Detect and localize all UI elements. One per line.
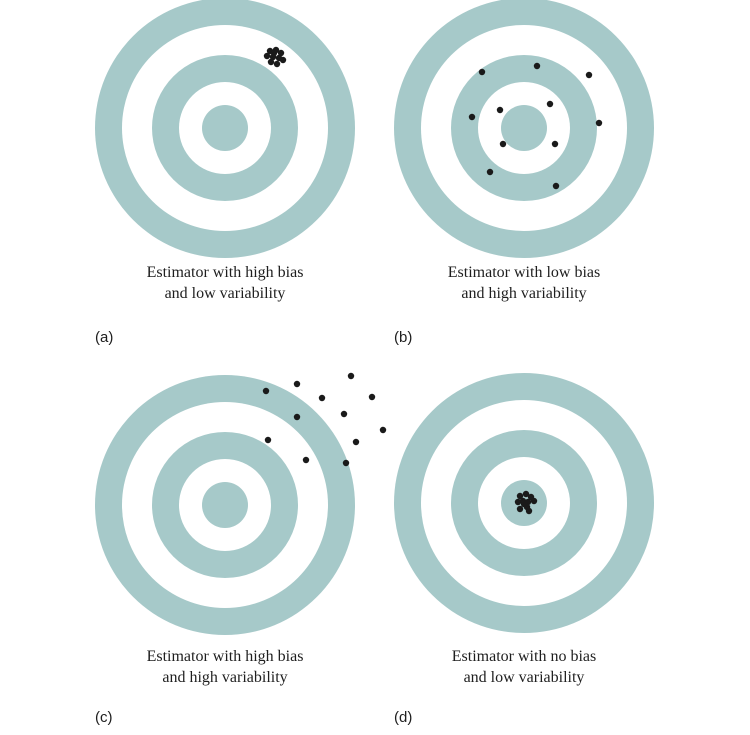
caption-a-line2: and low variability <box>165 285 286 302</box>
panel-label-d: (d) <box>394 709 412 726</box>
shot-dot <box>486 168 494 176</box>
bullseye <box>501 105 547 151</box>
target-b <box>394 0 654 258</box>
shot-dot <box>293 413 301 421</box>
target-c <box>95 375 355 635</box>
shot-dot <box>263 52 271 60</box>
shot-dot <box>522 490 530 498</box>
caption-c-line2: and high variability <box>162 669 287 686</box>
bullseye <box>202 105 248 151</box>
caption-b-line1: Estimator with low bias <box>448 264 600 281</box>
shot-dot <box>516 505 524 513</box>
shot-dot <box>552 182 560 190</box>
shot-dot <box>347 372 355 380</box>
shot-dot <box>520 500 528 508</box>
bullseye <box>202 482 248 528</box>
shot-dot <box>516 492 524 500</box>
shot-dot <box>264 436 272 444</box>
shot-dot <box>352 438 360 446</box>
shot-dot <box>546 100 554 108</box>
shots-d <box>514 490 538 515</box>
shot-dot <box>468 113 476 121</box>
panel-label-a: (a) <box>95 329 113 346</box>
shots-b <box>468 62 603 190</box>
panel-d: Estimator with no bias and low variabili… <box>394 373 654 726</box>
panel-label-b: (b) <box>394 329 412 346</box>
shot-dot <box>551 140 559 148</box>
shot-dot <box>379 426 387 434</box>
shot-dot <box>525 507 533 515</box>
shot-dot <box>302 456 310 464</box>
shot-dot <box>340 410 348 418</box>
shot-dot <box>279 56 287 64</box>
shots-c <box>262 372 387 467</box>
shot-dot <box>478 68 486 76</box>
shot-dot <box>514 498 522 506</box>
panel-a: Estimator with high bias and low variabi… <box>95 0 355 346</box>
caption-b-line2: and high variability <box>461 285 586 302</box>
shot-dot <box>270 49 278 57</box>
shot-dot <box>368 393 376 401</box>
shot-dot <box>499 140 507 148</box>
shot-dot <box>262 387 270 395</box>
shot-dot <box>273 60 281 68</box>
caption-d-line1: Estimator with no bias <box>452 648 596 665</box>
caption-c-line1: Estimator with high bias <box>147 648 304 665</box>
shots-a <box>263 46 287 68</box>
shot-dot <box>533 62 541 70</box>
shot-dot <box>342 459 350 467</box>
panel-label-c: (c) <box>95 709 113 726</box>
shot-dot <box>267 58 275 66</box>
shot-dot <box>530 497 538 505</box>
panel-c: Estimator with high bias and high variab… <box>95 372 387 726</box>
caption-d-line2: and low variability <box>464 669 585 686</box>
shot-dot <box>595 119 603 127</box>
shot-dot <box>277 49 285 57</box>
shot-dot <box>585 71 593 79</box>
target-a <box>95 0 355 258</box>
panel-b: Estimator with low bias and high variabi… <box>394 0 654 346</box>
shot-dot <box>318 394 326 402</box>
shot-dot <box>496 106 504 114</box>
shot-dot <box>293 380 301 388</box>
caption-a-line1: Estimator with high bias <box>147 264 304 281</box>
